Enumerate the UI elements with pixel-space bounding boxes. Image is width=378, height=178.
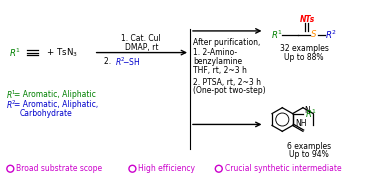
Text: After purification,: After purification,: [193, 38, 260, 47]
Text: Broad substrate scope: Broad substrate scope: [16, 164, 102, 173]
Text: S: S: [311, 30, 317, 39]
Text: = Aromatic, Aliphatic,: = Aromatic, Aliphatic,: [14, 100, 99, 109]
Text: 6 examples: 6 examples: [287, 142, 331, 151]
Text: R$^1$: R$^1$: [6, 89, 17, 101]
Text: NTs: NTs: [299, 15, 315, 24]
Text: 1. 2-Amino-: 1. 2-Amino-: [193, 48, 237, 57]
Text: 1. Cat. CuI: 1. Cat. CuI: [121, 34, 161, 43]
Text: R$^2$: R$^2$: [325, 29, 336, 41]
Text: R$^1$: R$^1$: [271, 29, 283, 41]
Text: 32 examples: 32 examples: [280, 44, 328, 53]
Text: THF, rt, 2~3 h: THF, rt, 2~3 h: [193, 66, 247, 75]
Text: $-$SH: $-$SH: [122, 56, 141, 67]
Text: High efficiency: High efficiency: [138, 164, 195, 173]
Text: NH: NH: [296, 119, 307, 128]
Text: Up to 88%: Up to 88%: [284, 53, 324, 62]
Text: (One-pot two-step): (One-pot two-step): [193, 87, 266, 95]
Text: benzylamine: benzylamine: [193, 57, 242, 66]
Text: + TsN$_3$: + TsN$_3$: [41, 46, 78, 59]
Text: Up to 94%: Up to 94%: [289, 150, 329, 159]
Text: 2.: 2.: [104, 57, 113, 66]
Text: R$^2$: R$^2$: [115, 55, 125, 68]
Text: 2. PTSA, rt, 2~3 h: 2. PTSA, rt, 2~3 h: [193, 78, 261, 87]
Text: Carbohydrate: Carbohydrate: [19, 109, 72, 118]
Text: Crucial synthetic intermediate: Crucial synthetic intermediate: [225, 164, 341, 173]
Text: R$^1$: R$^1$: [305, 107, 316, 120]
Text: DMAP, rt: DMAP, rt: [125, 43, 158, 52]
Text: = Aromatic, Aliphatic: = Aromatic, Aliphatic: [14, 90, 96, 99]
Text: N: N: [304, 106, 310, 115]
Text: R$^2$: R$^2$: [6, 99, 17, 111]
Text: R$^1$: R$^1$: [9, 46, 21, 59]
